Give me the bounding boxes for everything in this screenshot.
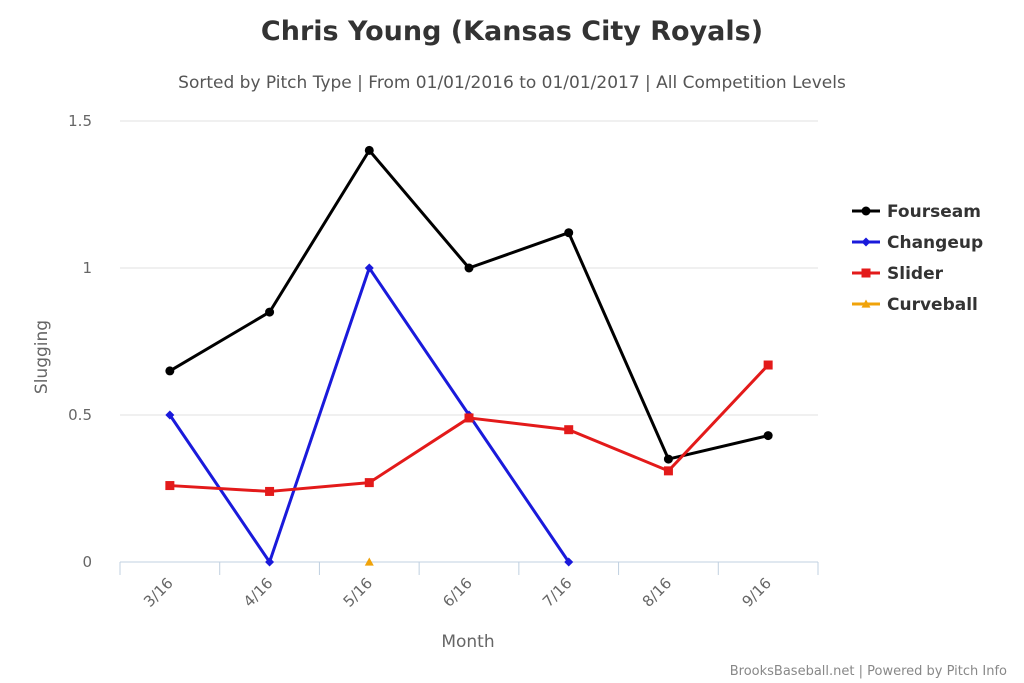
series-layer: [165, 145, 773, 567]
legend-swatch-marker: [861, 268, 871, 278]
data-point-changeup[interactable]: [165, 410, 175, 420]
series-line-slider: [169, 363, 770, 493]
legend-label: Fourseam: [887, 202, 981, 222]
x-axis-title: Month: [441, 632, 494, 652]
data-point-curveball[interactable]: [364, 557, 374, 566]
x-tick-label: 3/16: [140, 574, 177, 611]
series-slider: [165, 360, 773, 496]
data-point-slider[interactable]: [364, 478, 374, 488]
data-point-fourseam[interactable]: [564, 228, 574, 238]
y-tick-label: 1.5: [68, 112, 92, 130]
data-point-slider[interactable]: [165, 481, 175, 491]
data-point-changeup[interactable]: [265, 557, 275, 567]
data-point-fourseam[interactable]: [763, 431, 773, 441]
legend-item-changeup[interactable]: Changeup: [852, 233, 983, 253]
x-tick-label: 5/16: [340, 574, 377, 611]
legend-swatch-marker: [861, 206, 871, 216]
data-point-fourseam[interactable]: [364, 145, 374, 155]
series-curveball: [364, 557, 374, 566]
x-tick-label: 4/16: [240, 574, 277, 611]
data-point-slider[interactable]: [464, 413, 474, 423]
y-tick-label: 1: [82, 259, 92, 277]
data-point-changeup[interactable]: [564, 557, 574, 567]
data-point-slider[interactable]: [663, 466, 673, 476]
x-tick-label: 7/16: [539, 574, 576, 611]
legend-label: Changeup: [887, 233, 983, 253]
legend-swatch-marker: [861, 299, 871, 308]
x-tick-label: 8/16: [639, 574, 676, 611]
legend-label: Curveball: [887, 295, 978, 315]
y-axis-title: Slugging: [32, 320, 52, 394]
series-fourseam: [165, 145, 773, 464]
data-point-changeup[interactable]: [364, 263, 374, 273]
data-point-fourseam[interactable]: [265, 307, 275, 317]
data-point-fourseam[interactable]: [165, 366, 175, 376]
credits: BrooksBaseball.net | Powered by Pitch In…: [730, 664, 1007, 679]
data-point-slider[interactable]: [265, 486, 275, 496]
legend-label: Slider: [887, 264, 944, 284]
y-tick-label: 0.5: [68, 406, 92, 424]
data-point-fourseam[interactable]: [663, 454, 673, 464]
y-tick-label: 0: [82, 553, 92, 571]
x-tick-label: 6/16: [439, 574, 476, 611]
data-point-slider[interactable]: [564, 425, 574, 435]
chart-title: Chris Young (Kansas City Royals): [261, 16, 763, 47]
legend-item-slider[interactable]: Slider: [852, 264, 944, 284]
data-point-slider[interactable]: [763, 360, 773, 370]
chart-subtitle: Sorted by Pitch Type | From 01/01/2016 t…: [178, 73, 846, 93]
data-point-fourseam[interactable]: [464, 263, 474, 273]
series-changeup: [165, 263, 574, 567]
legend-item-fourseam[interactable]: Fourseam: [852, 202, 981, 222]
x-tick-label: 9/16: [738, 574, 775, 611]
legend-swatch-marker: [861, 237, 871, 247]
legend: Fourseam Changeup Slider Curveball: [852, 202, 983, 315]
axes: 0 0.5 1 1.5 3/16 4/16 5/16 6/16 7/16 8/16 9/16: [68, 112, 819, 611]
legend-item-curveball[interactable]: Curveball: [852, 295, 978, 315]
